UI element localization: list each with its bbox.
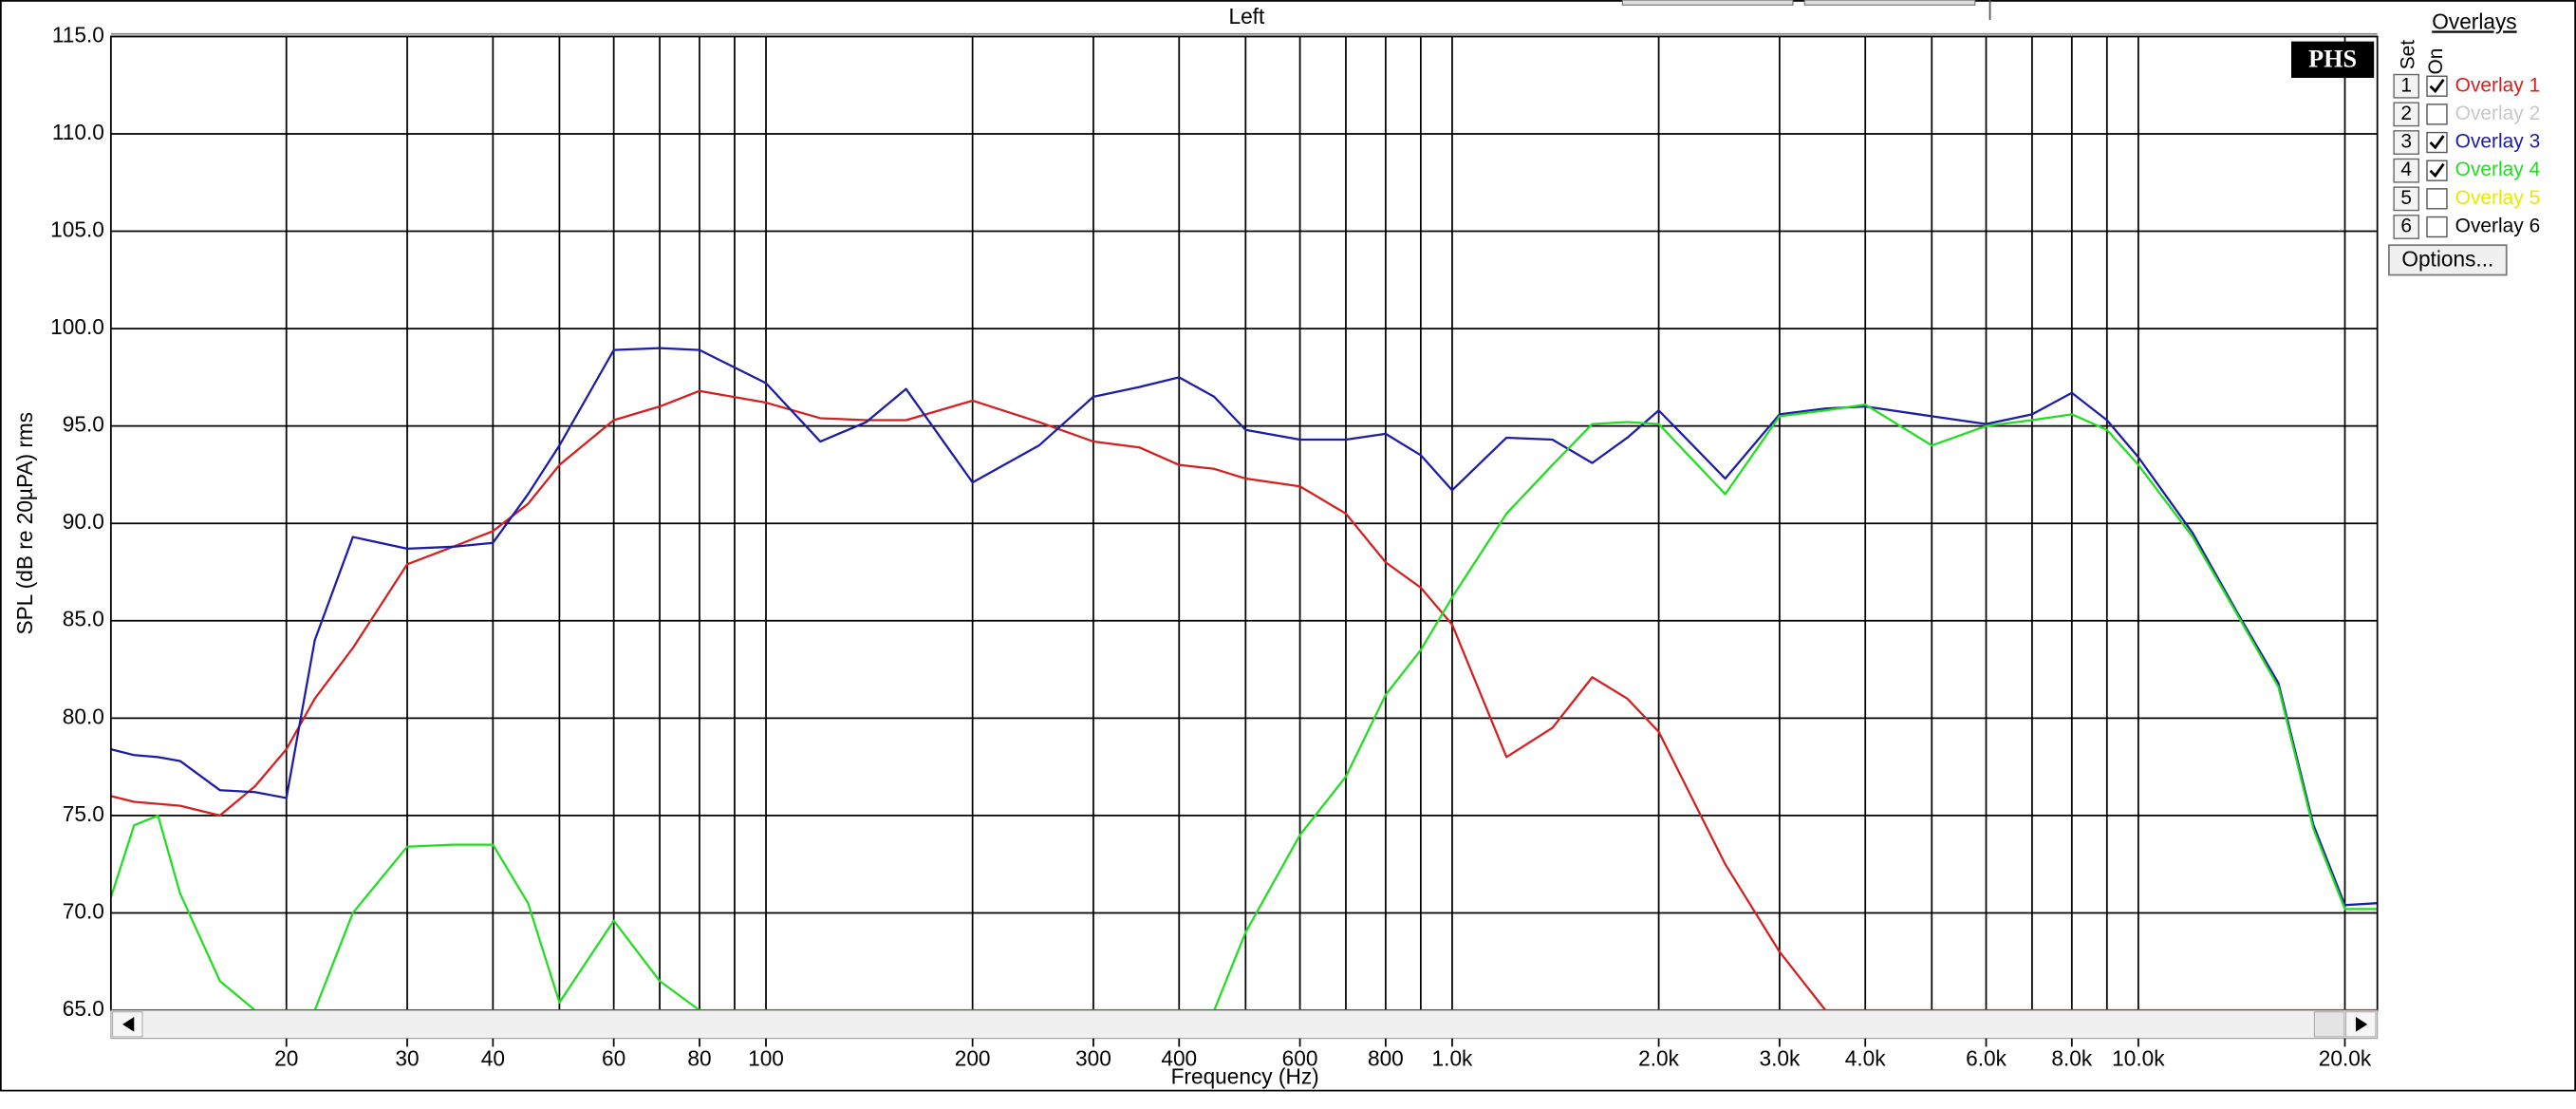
top-control <box>1803 0 1976 6</box>
y-tick-label: 90.0 <box>63 509 104 534</box>
x-tick-label: 800 <box>1368 1045 1404 1070</box>
set-number: 1 <box>2400 74 2412 96</box>
x-tick-label: 20.0k <box>2319 1045 2372 1070</box>
options-button[interactable] <box>2388 244 2508 276</box>
y-tick-label: 70.0 <box>63 898 104 923</box>
logo: PHS <box>2308 46 2357 73</box>
x-tick-label: 6.0k <box>1966 1045 2007 1070</box>
x-tick-label: 600 <box>1282 1045 1318 1070</box>
overlay-label: Overlay 5 <box>2455 187 2541 209</box>
checkmark <box>2429 162 2445 179</box>
set-button[interactable] <box>2393 186 2419 212</box>
x-tick-label: 1.0k <box>1432 1045 1473 1070</box>
y-tick-label: 110.0 <box>52 120 104 144</box>
y-tick-label: 80.0 <box>63 704 104 728</box>
y-tick-label: 85.0 <box>63 607 104 631</box>
series-line <box>110 403 2378 1012</box>
x-tick-label: 8.0k <box>2051 1045 2092 1070</box>
options-button-label: Options... <box>2401 247 2493 272</box>
set-button[interactable] <box>2393 215 2419 239</box>
x-axis-label: Frequency (Hz) <box>1171 1064 1319 1089</box>
checkbox[interactable] <box>2426 75 2448 97</box>
on-label: On <box>2425 48 2447 75</box>
overlays-title: Overlays <box>2432 9 2516 33</box>
y-tick-label: 65.0 <box>63 996 104 1021</box>
overlay-label: Overlay 6 <box>2455 216 2541 237</box>
scrollbar[interactable] <box>110 1009 2379 1040</box>
x-tick-label: 30 <box>395 1045 419 1070</box>
checkmark <box>2429 78 2445 94</box>
set-number: 3 <box>2400 131 2412 153</box>
y-tick-label: 105.0 <box>50 217 104 242</box>
x-tick-label: 40 <box>481 1045 505 1070</box>
checkbox[interactable] <box>2426 188 2448 210</box>
scroll-thumb[interactable] <box>2313 1011 2345 1038</box>
set-label: Set <box>2397 40 2418 70</box>
checkmark <box>2429 135 2445 150</box>
set-button[interactable] <box>2393 102 2419 127</box>
set-number: 4 <box>2400 159 2412 180</box>
checkbox[interactable] <box>2426 160 2448 181</box>
x-tick-label: 200 <box>955 1045 991 1070</box>
chart-title: Left <box>1228 4 1264 28</box>
arrow-left <box>122 1016 135 1032</box>
set-number: 6 <box>2400 216 2412 237</box>
x-tick-label: 3.0k <box>1759 1045 1800 1070</box>
set-number: 5 <box>2400 187 2412 209</box>
y-tick-label: 115.0 <box>52 22 104 47</box>
overlay-label: Overlay 2 <box>2455 103 2541 124</box>
x-tick-label: 20 <box>274 1045 298 1070</box>
x-tick-label: 60 <box>602 1045 625 1070</box>
x-tick-label: 10.0k <box>2112 1045 2165 1070</box>
set-button[interactable] <box>2393 130 2419 155</box>
x-tick-label: 80 <box>687 1045 711 1070</box>
top-control <box>1621 0 1794 6</box>
x-tick-label: 300 <box>1075 1045 1111 1070</box>
checkbox[interactable] <box>2426 216 2448 238</box>
y-tick-label: 95.0 <box>63 412 104 437</box>
x-tick-label: 2.0k <box>1638 1045 1679 1070</box>
logo-box <box>2290 41 2375 79</box>
overlay-label: Overlay 1 <box>2455 74 2541 96</box>
series-line <box>110 347 2378 907</box>
set-button[interactable] <box>2393 73 2419 99</box>
x-tick-label: 100 <box>748 1045 784 1070</box>
x-tick-label: 4.0k <box>1845 1045 1886 1070</box>
overlay-list: 1 Overlay 1 2 Overlay 2 3 Overlay 3 4 Overlay 4… <box>2393 73 2541 239</box>
checkbox[interactable] <box>2426 131 2448 154</box>
set-button[interactable] <box>2393 158 2419 183</box>
arrow-right <box>2356 1016 2368 1032</box>
y-axis-label: SPL (dB re 20µPA) rms <box>12 412 37 635</box>
overlay-label: Overlay 4 <box>2455 159 2541 180</box>
y-tick-label: 100.0 <box>50 314 104 339</box>
overlay-label: Overlay 3 <box>2455 131 2541 153</box>
set-number: 2 <box>2400 103 2412 124</box>
checkbox[interactable] <box>2426 103 2448 125</box>
x-tick-label: 400 <box>1161 1045 1197 1070</box>
y-tick-label: 75.0 <box>63 801 104 826</box>
